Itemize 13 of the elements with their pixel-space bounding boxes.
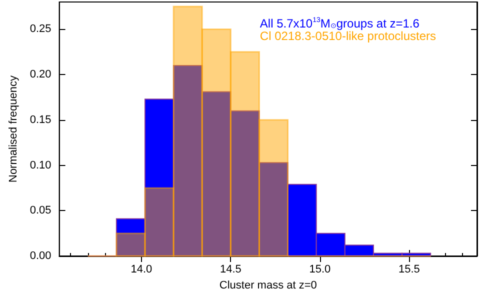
y-tick-label: 0.15 — [30, 114, 52, 126]
y-axis-title: Normalised frequency — [8, 75, 20, 182]
x-tick-label: 14.0 — [130, 264, 152, 276]
x-tick-label: 14.5 — [220, 264, 242, 276]
y-tick-label: 0.10 — [30, 159, 52, 172]
x-tick-label: 15.5 — [398, 264, 420, 276]
y-tick-label: 0.20 — [30, 68, 52, 81]
y-tick-label: 0.05 — [30, 204, 52, 217]
y-tick-label: 0.25 — [30, 23, 52, 36]
series-label: Cl 0218.3-0510-like protoclusters — [260, 29, 436, 43]
y-tick-label: 0.00 — [30, 250, 52, 262]
x-tick-label: 15.0 — [309, 264, 331, 276]
x-axis-title: Cluster mass at z=0 — [219, 279, 317, 292]
